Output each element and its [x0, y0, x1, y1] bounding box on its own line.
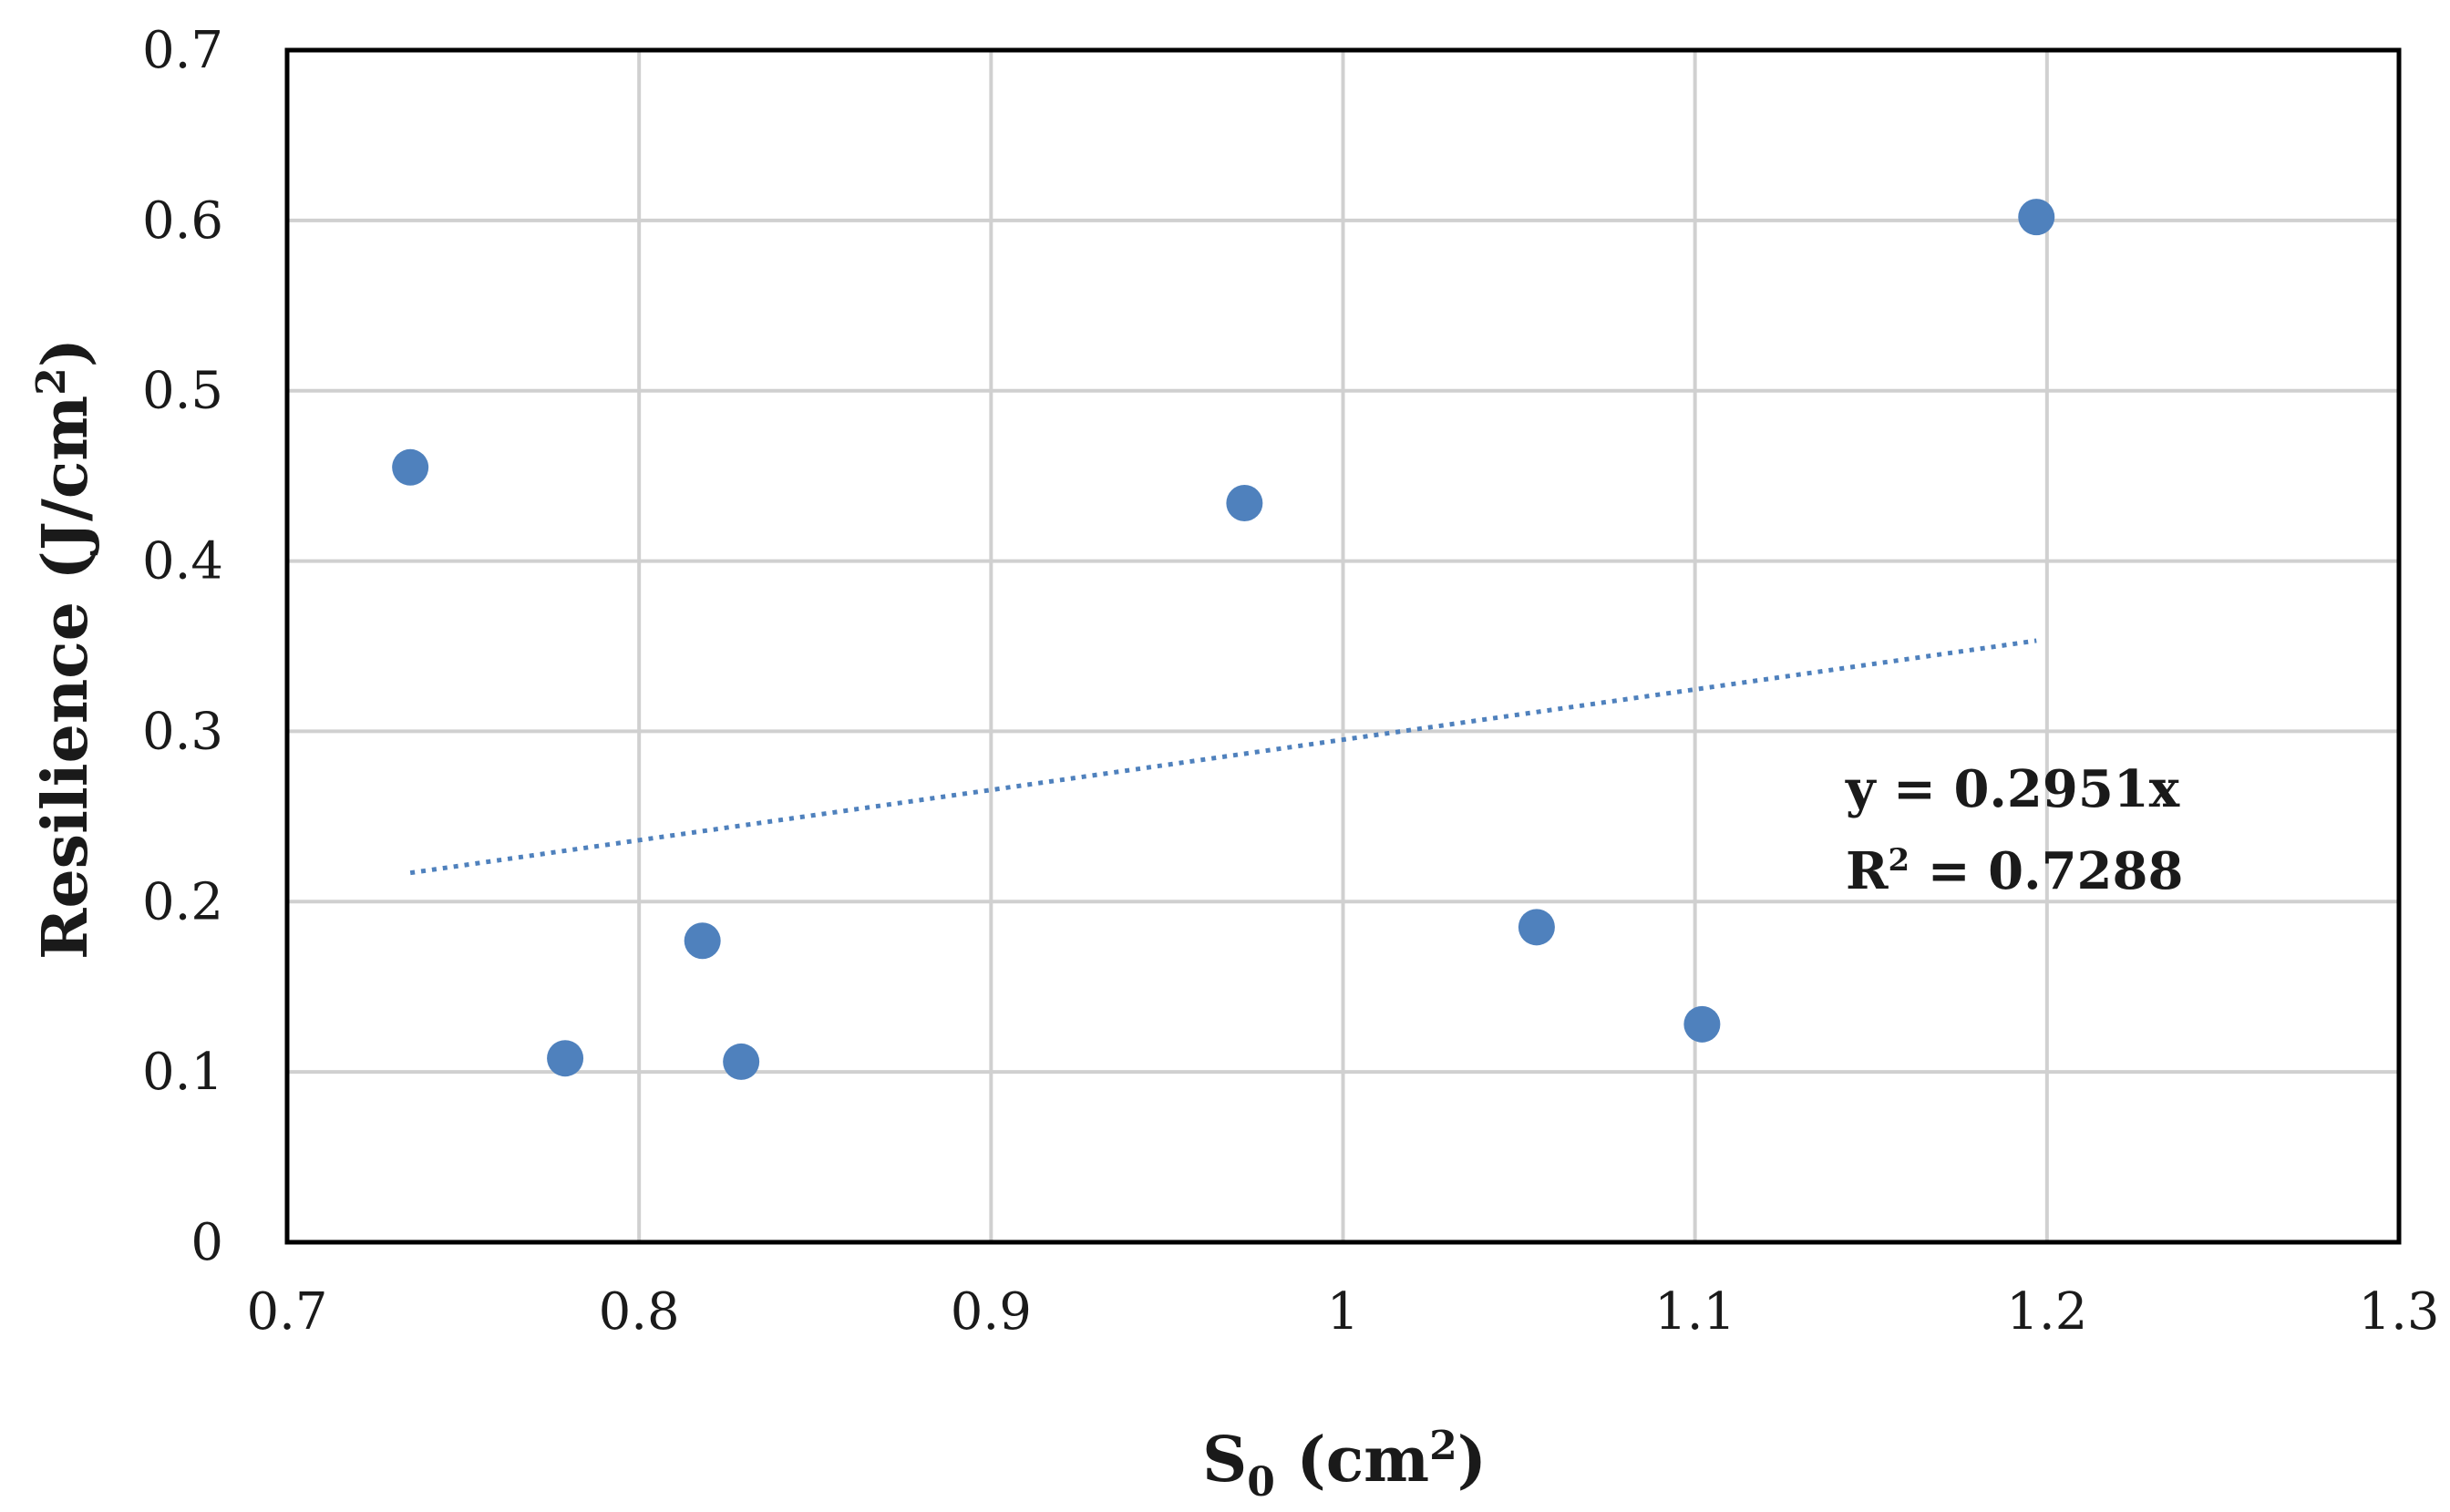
x-axis-title-close: ): [1457, 1424, 1487, 1497]
plot-area-frame: [284, 47, 2402, 1245]
data-point: [547, 1040, 584, 1077]
y-tick-label: 0.5: [142, 362, 223, 421]
y-tick-label: 0.4: [142, 532, 223, 591]
r-squared-superscript: 2: [1889, 842, 1910, 879]
x-axis-title-main: S: [1202, 1424, 1247, 1497]
y-axis-title: Resilience (J/cm2): [28, 338, 102, 960]
x-axis-title-subscript: 0: [1247, 1459, 1275, 1506]
x-tick-label: 0.7: [246, 1282, 327, 1342]
x-axis-title-unit: (cm: [1275, 1424, 1429, 1497]
data-point: [1226, 485, 1263, 522]
data-point: [2018, 199, 2055, 236]
x-axis-ticks: 0.7 0.8 0.9 1 1.1 1.2 1.3: [246, 1282, 2439, 1342]
data-point: [392, 448, 429, 486]
x-axis-title-superscript: 2: [1429, 1423, 1457, 1469]
y-tick-label: 0.3: [142, 702, 223, 761]
x-tick-label: 1.3: [2358, 1282, 2439, 1342]
data-point: [1683, 1005, 1721, 1043]
x-tick-label: 0.8: [599, 1282, 680, 1342]
trendline-r-squared: R2 = 0.7288: [1846, 841, 2183, 901]
y-axis-ticks: 0 0.1 0.2 0.3 0.4 0.5 0.6 0.7: [142, 21, 223, 1272]
x-axis-title: S0 (cm2): [1202, 1423, 1487, 1506]
y-axis-title-superscript: 2: [28, 367, 75, 396]
data-points: [392, 199, 2055, 1080]
y-tick-label: 0.7: [142, 21, 223, 80]
y-tick-label: 0.6: [142, 191, 223, 251]
data-point: [723, 1043, 760, 1080]
y-axis-title-close: ): [29, 338, 102, 367]
x-tick-label: 1.2: [2006, 1282, 2087, 1342]
y-tick-label: 0: [190, 1213, 223, 1272]
data-point: [684, 922, 721, 960]
x-tick-label: 1: [1327, 1282, 1360, 1342]
r-squared-prefix: R: [1846, 841, 1889, 901]
trendline-equation: y = 0.2951x: [1845, 759, 2180, 819]
linear-trendline: [409, 638, 2037, 876]
r-squared-value: = 0.7288: [1910, 841, 2183, 901]
data-point: [1518, 909, 1555, 946]
x-tick-label: 0.9: [951, 1282, 1032, 1342]
y-tick-label: 0.1: [142, 1043, 223, 1102]
y-axis-title-main: Resilience (J/cm: [29, 396, 102, 960]
x-tick-label: 1.1: [1654, 1282, 1735, 1342]
y-tick-label: 0.2: [142, 872, 223, 931]
